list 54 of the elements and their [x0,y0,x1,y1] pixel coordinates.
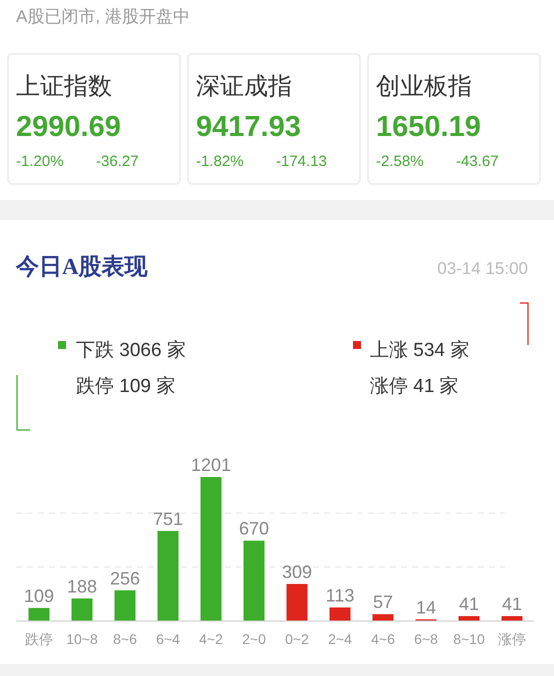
x-tick-label: 8~10 [453,631,485,647]
data-label: 14 [416,597,436,618]
bar [200,477,222,621]
text: -1.82% [196,153,244,170]
bar [502,616,522,621]
data-label: 41 [502,594,522,614]
bar [158,530,178,621]
text: 涨停 41 家 [370,375,459,397]
data-label: 41 [458,594,480,614]
data-label: 1201 [190,455,232,475]
text: 1650.19 [376,111,481,143]
text: -36.27 [96,153,139,170]
x-tick-label: 2~0 [242,631,266,647]
data-label: 113 [326,585,354,606]
text: -43.67 [456,153,499,170]
bar [114,590,136,621]
text: -174.13 [276,153,327,170]
x-tick-label: 4~6 [371,631,396,647]
text: A股已闭市, 港股开盘中 [16,7,190,26]
x-tick-label: 4~2 [199,631,224,647]
data-label: 109 [24,586,54,606]
text: 下跌 3066 家 [76,339,186,361]
data-label: 256 [110,568,140,588]
x-tick-label: 6~8 [414,631,438,647]
data-label: 57 [372,592,394,612]
bar [244,540,264,621]
data-label: 751 [152,508,184,529]
text: 深证成指 [196,73,292,100]
x-tick-label: 6~4 [156,631,180,647]
x-tick-label: 跌停 [25,631,53,647]
bar [458,616,480,621]
bar [28,608,50,621]
text: -1.20% [16,153,64,170]
x-tick-label: 2~4 [328,631,352,647]
text: 跌停 109 家 [76,375,176,397]
text: 9417.93 [196,111,301,143]
bar [372,614,394,621]
bar [72,598,92,621]
x-tick-label: 10~8 [66,631,98,647]
text: 上证指数 [16,73,112,100]
data-label: 309 [282,562,312,582]
text: 2990.69 [16,111,121,143]
chart-subtitle: 03-14 15:00 [437,259,528,278]
data-label: 670 [238,518,270,539]
text: 上涨 534 家 [370,339,470,361]
x-tick-label: 8~6 [113,631,138,647]
bar [286,584,308,621]
x-tick-label: 0~2 [285,631,310,647]
chart-title: 今日A股表现 [15,254,149,279]
text: 创业板指 [376,73,472,100]
x-tick-label: 涨停 [498,631,526,647]
data-label: 188 [66,576,98,596]
bar [330,607,350,621]
text: -2.58% [376,153,424,170]
